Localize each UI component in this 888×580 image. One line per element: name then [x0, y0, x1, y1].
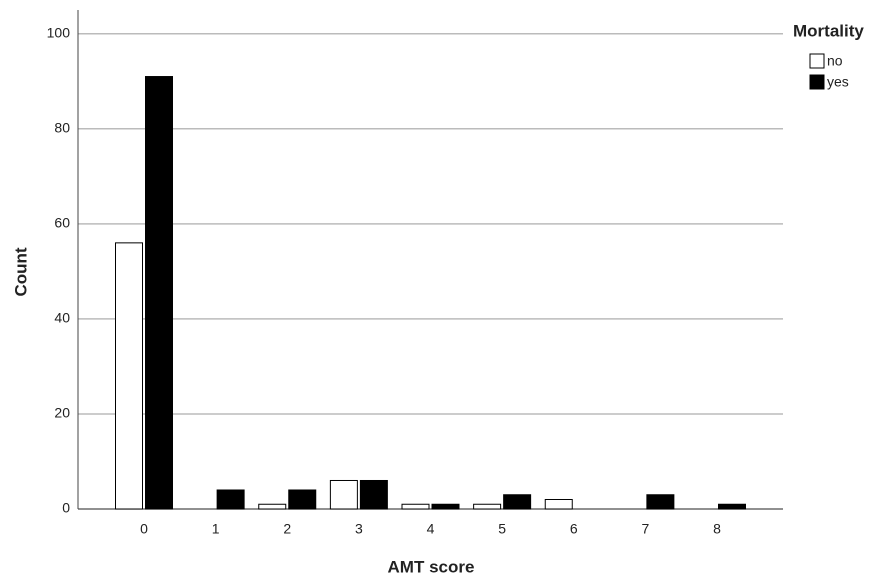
y-tick-label: 80 [54, 120, 70, 136]
x-tick-label: 7 [641, 521, 649, 537]
x-tick-label: 6 [570, 521, 578, 537]
y-tick-label: 60 [54, 215, 70, 231]
x-tick-label: 8 [713, 521, 721, 537]
bar [359, 479, 388, 510]
legend-swatch [809, 53, 825, 69]
y-tick-label: 40 [54, 310, 70, 326]
bar [646, 494, 675, 510]
x-tick-label: 0 [140, 521, 148, 537]
legend-label: yes [827, 74, 849, 90]
bar [544, 498, 573, 510]
y-tick-label: 100 [47, 24, 71, 40]
bar [431, 503, 460, 510]
x-tick-label: 2 [283, 521, 291, 537]
y-axis-label: Count [11, 247, 30, 296]
bar [145, 76, 173, 510]
x-tick-label: 1 [212, 521, 220, 537]
bar [473, 503, 502, 510]
bar [329, 479, 358, 510]
legend-swatch [809, 74, 825, 90]
bar [288, 489, 317, 510]
bar [718, 503, 746, 510]
legend-label: no [827, 53, 843, 69]
legend-title: Mortality [793, 21, 864, 40]
y-tick-label: 20 [54, 405, 70, 421]
bar [401, 503, 430, 510]
bar [258, 503, 287, 510]
x-tick-label: 4 [427, 521, 435, 537]
x-tick-label: 5 [498, 521, 506, 537]
bar [503, 494, 532, 510]
bar [115, 242, 143, 510]
bar [216, 489, 245, 510]
x-axis-label: AMT score [388, 557, 475, 576]
y-tick-label: 0 [62, 500, 70, 516]
x-tick-label: 3 [355, 521, 363, 537]
